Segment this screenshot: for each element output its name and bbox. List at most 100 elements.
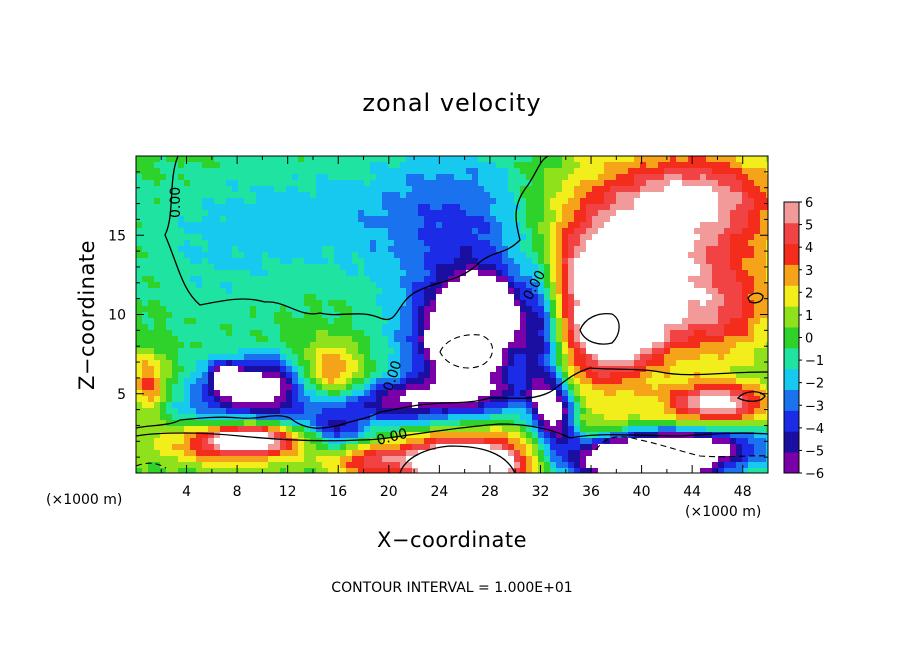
field-cell	[442, 348, 449, 355]
field-cell	[532, 270, 539, 277]
field-cell	[388, 336, 395, 343]
field-cell	[520, 162, 527, 169]
field-cell	[658, 384, 665, 391]
field-cell	[478, 222, 485, 229]
field-cell	[220, 432, 227, 439]
field-cell	[544, 156, 551, 163]
field-cell	[250, 390, 257, 397]
field-cell	[604, 420, 611, 427]
field-cell	[202, 396, 209, 403]
field-cell	[610, 294, 617, 301]
field-cell	[508, 408, 515, 415]
field-cell	[184, 228, 191, 235]
field-cell	[538, 228, 545, 235]
field-cell	[484, 204, 491, 211]
field-cell	[286, 384, 293, 391]
field-cell	[484, 420, 491, 427]
field-cell	[298, 336, 305, 343]
field-cell	[184, 408, 191, 415]
field-cell	[136, 384, 143, 391]
field-cell	[520, 270, 527, 277]
field-cell	[388, 276, 395, 283]
field-cell	[166, 276, 173, 283]
field-cell	[430, 324, 437, 331]
field-cell	[268, 216, 275, 223]
field-cell	[556, 252, 563, 259]
field-cell	[700, 180, 707, 187]
field-cell	[208, 240, 215, 247]
field-cell	[472, 396, 479, 403]
field-cell	[688, 378, 695, 385]
field-cell	[616, 204, 623, 211]
field-cell	[322, 378, 329, 385]
field-cell	[142, 234, 149, 241]
field-cell	[664, 306, 671, 313]
field-cell	[328, 216, 335, 223]
field-cell	[346, 312, 353, 319]
field-cell	[484, 390, 491, 397]
field-cell	[238, 234, 245, 241]
field-cell	[382, 324, 389, 331]
field-cell	[766, 324, 768, 331]
field-cell	[454, 204, 461, 211]
field-cell	[514, 174, 521, 181]
field-cell	[556, 414, 563, 421]
field-cell	[442, 252, 449, 259]
field-cell	[340, 210, 347, 217]
field-cell	[340, 294, 347, 301]
field-cell	[262, 300, 269, 307]
field-cell	[376, 366, 383, 373]
field-cell	[430, 354, 437, 361]
field-cell	[454, 186, 461, 193]
field-cell	[328, 234, 335, 241]
field-cell	[520, 336, 527, 343]
field-cell	[370, 264, 377, 271]
field-cell	[730, 372, 737, 379]
field-cell	[382, 258, 389, 265]
field-cell	[442, 246, 449, 253]
field-cell	[592, 192, 599, 199]
field-cell	[250, 324, 257, 331]
field-cell	[376, 384, 383, 391]
field-cell	[376, 420, 383, 427]
field-cell	[400, 186, 407, 193]
field-cell	[202, 252, 209, 259]
field-cell	[766, 300, 768, 307]
field-cell	[688, 426, 695, 433]
field-cell	[322, 372, 329, 379]
field-cell	[400, 378, 407, 385]
field-cell	[250, 168, 257, 175]
field-cell	[478, 210, 485, 217]
field-cell	[172, 174, 179, 181]
field-cell	[292, 366, 299, 373]
field-cell	[610, 210, 617, 217]
field-cell	[664, 378, 671, 385]
field-cell	[178, 216, 185, 223]
field-cell	[730, 288, 737, 295]
field-cell	[610, 354, 617, 361]
field-cell	[472, 210, 479, 217]
field-cell	[220, 258, 227, 265]
field-cell	[724, 372, 731, 379]
field-cell	[472, 234, 479, 241]
field-cell	[508, 324, 515, 331]
field-cell	[706, 366, 713, 373]
field-cell	[640, 276, 647, 283]
field-cell	[370, 396, 377, 403]
field-cell	[640, 336, 647, 343]
field-cell	[196, 354, 203, 361]
field-cell	[220, 360, 227, 367]
field-cell	[160, 252, 167, 259]
field-cell	[694, 426, 701, 433]
field-cell	[196, 342, 203, 349]
field-cell	[706, 432, 713, 439]
field-cell	[442, 432, 449, 439]
field-cell	[502, 384, 509, 391]
field-cell	[358, 270, 365, 277]
field-cell	[190, 252, 197, 259]
field-cell	[688, 228, 695, 235]
field-cell	[430, 294, 437, 301]
field-cell	[364, 234, 371, 241]
field-cell	[706, 156, 713, 163]
field-cell	[316, 402, 323, 409]
